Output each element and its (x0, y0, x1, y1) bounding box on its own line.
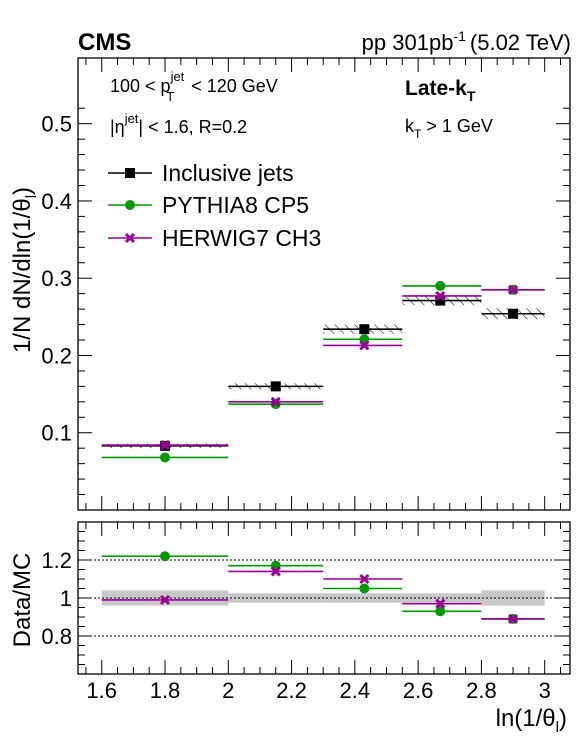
lumi-prefix: pp 301 (362, 30, 429, 55)
ratio-point-cross (507, 613, 519, 624)
x-title-text: ln(1/θ (496, 705, 556, 732)
main-y-title-text: 1/N dN/dln(1/θ (9, 198, 36, 353)
pt-cut-label: 100 < pjet T < 120 GeV (110, 69, 278, 104)
ratio-y-axis-title: Data/MC (9, 553, 36, 648)
pt-cut-hi: < 120 GeV (186, 76, 278, 96)
legend-square-marker (125, 168, 135, 178)
pt-cut-sup: jet (170, 69, 185, 84)
luminosity-label: pp 301pb-1 (5.02 TeV) (362, 28, 571, 55)
main-y-tick-labels: 0.1 0.2 0.3 0.4 0.5 (41, 112, 72, 446)
lumi-exponent: -1 (453, 28, 466, 44)
x-tick-label: 2.6 (403, 678, 434, 703)
legend-label-inclusive-jets: Inclusive jets (162, 160, 294, 186)
data-point-square (359, 324, 370, 335)
x-tick-label: 3 (539, 678, 551, 703)
pt-cut-lo: 100 < p (110, 76, 171, 96)
data-point-square (508, 308, 519, 319)
legend-label-pythia8: PYTHIA8 CP5 (162, 192, 309, 218)
x-tick-labels: 1.6 1.8 2 2.2 2.4 2.6 2.8 3 (86, 678, 550, 703)
eta-cut-sup: jet (124, 111, 139, 126)
algorithm-label: Late-kT (405, 77, 476, 104)
data-point-circle (435, 280, 446, 291)
pt-cut-sub: T (166, 89, 174, 104)
legend-circle-marker (125, 200, 135, 210)
x-tick-label: 2.4 (340, 678, 371, 703)
ratio-point-cross (159, 594, 171, 605)
data-point-cross (359, 340, 370, 351)
data-point-cross (507, 284, 519, 295)
data-point-square (435, 295, 446, 306)
lumi-unit: pb (429, 30, 453, 55)
data-point-cross (435, 290, 446, 302)
main-y-title-post: ) (9, 187, 36, 195)
kt-cut-sub: T (414, 127, 422, 141)
y-tick-label: 0.1 (41, 421, 72, 446)
y-tick-label: 1.2 (41, 548, 72, 573)
ratio-y-tick-labels: 0.8 1 1.2 (41, 548, 72, 649)
legend: Inclusive jets PYTHIA8 CP5 HERWIG7 CH3 (108, 160, 321, 251)
uncertainty-band-segment (402, 593, 482, 603)
kt-cut-post: > 1 GeV (421, 116, 493, 136)
x-axis-title: ln(1/θl) (496, 705, 567, 736)
main-y-title-sub: l (23, 195, 40, 198)
legend-entry-pythia8: PYTHIA8 CP5 (108, 192, 309, 218)
ratio-point-cross (270, 566, 281, 577)
algorithm-main: Late-k (405, 77, 467, 100)
main-panel-ticks (78, 58, 570, 511)
y-tick-label: 0.5 (41, 112, 72, 137)
y-tick-label: 1 (60, 586, 72, 611)
eta-cut-label: |ηjet| < 1.6, R=0.2 (110, 111, 247, 137)
main-panel-marks (101, 280, 545, 463)
ratio-panel-marks (101, 551, 545, 624)
data-point-cross (159, 440, 171, 451)
x-tick-label: 1.8 (150, 678, 181, 703)
ratio-point-circle (435, 606, 446, 617)
algorithm-sub: T (467, 88, 476, 104)
eta-cut-post: | < 1.6, R=0.2 (138, 117, 247, 137)
kt-cut-label: kT > 1 GeV (405, 116, 493, 141)
x-tick-label: 2.8 (466, 678, 497, 703)
data-point-square (270, 381, 281, 392)
energy-label: (5.02 TeV) (470, 30, 571, 55)
ratio-point-circle (359, 583, 370, 594)
y-tick-label: 0.3 (41, 266, 72, 291)
experiment-label: CMS (78, 29, 131, 56)
legend-entry-herwig7: HERWIG7 CH3 (108, 225, 321, 251)
data-point-circle (160, 452, 171, 463)
kt-cut-main: k (405, 116, 415, 136)
ratio-point-cross (435, 598, 446, 609)
ratio-point-cross (359, 573, 370, 585)
x-tick-label: 2 (222, 678, 234, 703)
y-tick-label: 0.2 (41, 343, 72, 368)
data-point-cross (270, 396, 281, 407)
y-tick-label: 0.8 (41, 624, 72, 649)
y-tick-label: 0.4 (41, 189, 72, 214)
eta-cut-pre: |η (110, 117, 125, 137)
ratio-point-circle (160, 551, 171, 562)
x-tick-label: 1.6 (86, 678, 117, 703)
x-title-post: ) (559, 705, 567, 732)
uncertainty-band-segment (481, 590, 545, 606)
main-panel-frame (77, 57, 571, 511)
main-y-axis-title: 1/N dN/dln(1/θl) (9, 187, 40, 353)
legend-cross-marker (124, 232, 136, 244)
legend-label-herwig7: HERWIG7 CH3 (162, 225, 321, 251)
ratio-reference-lines (78, 559, 570, 637)
legend-entry-inclusive-jets: Inclusive jets (108, 160, 294, 186)
x-title-sub: l (556, 719, 559, 736)
x-tick-label: 2.2 (276, 678, 307, 703)
ratio-panel-ticks (78, 521, 570, 675)
